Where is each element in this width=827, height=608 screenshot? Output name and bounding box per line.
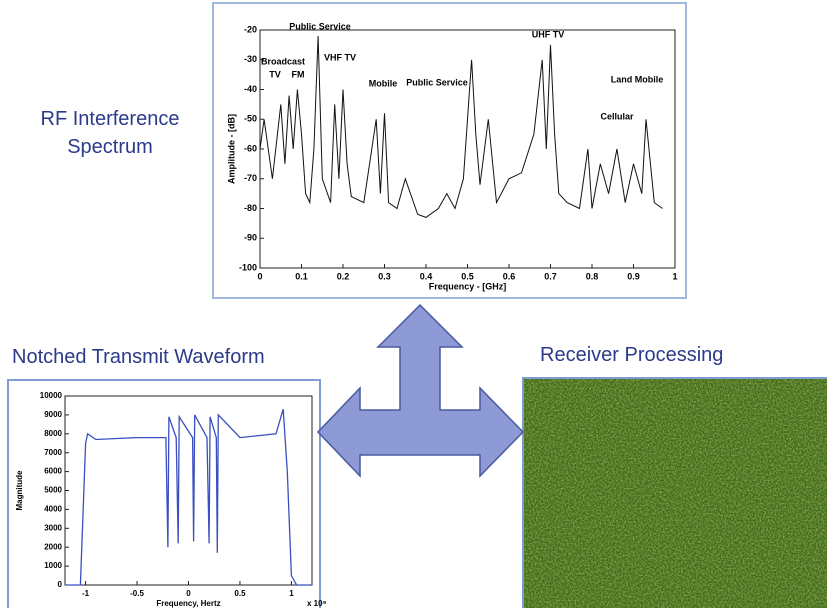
y-tick-label: -100 [239, 262, 257, 272]
annotation: UHF TV [532, 29, 565, 39]
annotation: Cellular [600, 111, 634, 121]
x-axis-label: Frequency - [GHz] [429, 281, 507, 291]
x-tick-label: 0.3 [378, 271, 391, 281]
y-tick-label: 10000 [40, 391, 63, 400]
y-tick-label: -40 [244, 84, 257, 94]
x-axis-label: Frequency, Hertz [156, 599, 220, 608]
annotation: Public Service [289, 21, 351, 31]
x-tick-label: -0.5 [130, 589, 144, 598]
x-tick-label: 0 [257, 271, 262, 281]
y-tick-label: -60 [244, 143, 257, 153]
x-multiplier: x 10⁹ [307, 599, 327, 608]
x-tick-label: 0.4 [420, 271, 433, 281]
x-tick-label: 0.6 [503, 271, 516, 281]
x-tick-label: 0.9 [627, 271, 640, 281]
y-tick-label: 6000 [44, 467, 62, 476]
x-tick-label: 0.2 [337, 271, 350, 281]
y-tick-label: -70 [244, 173, 257, 183]
waveform-frame [7, 379, 321, 608]
arrow [316, 303, 525, 478]
y-tick-label: 1000 [44, 561, 62, 570]
receiver-texture [524, 379, 827, 608]
caption: Receiver Processing [540, 344, 724, 366]
y-tick-label: -20 [244, 24, 257, 34]
x-tick-label: 1 [289, 589, 294, 598]
caption: RF Interference Spectrum [40, 108, 180, 158]
y-tick-label: -30 [244, 54, 257, 64]
data-line [65, 409, 312, 586]
x-tick-label: 0.5 [461, 271, 474, 281]
y-tick-label: 7000 [44, 448, 62, 457]
annotation: VHF TV [324, 52, 356, 62]
x-tick-label: 0.5 [234, 589, 246, 598]
x-tick-label: 1 [672, 271, 677, 281]
x-tick-label: -1 [82, 589, 90, 598]
y-tick-label: -80 [244, 203, 257, 213]
y-axis-label: Magnitude [15, 470, 24, 511]
spectrum-frame [212, 2, 687, 299]
y-tick-label: 8000 [44, 429, 62, 438]
x-tick-label: 0.7 [544, 271, 557, 281]
y-tick-label: 3000 [44, 523, 62, 532]
annotation: TV [269, 69, 281, 79]
y-tick-label: -90 [244, 233, 257, 243]
y-tick-label: 9000 [44, 410, 62, 419]
y-tick-label: 2000 [44, 542, 62, 551]
x-tick-label: 0.8 [586, 271, 599, 281]
y-tick-label: 0 [58, 580, 63, 589]
y-tick-label: 4000 [44, 505, 62, 514]
annotation: Public Service [406, 77, 468, 87]
y-tick-label: -50 [244, 114, 257, 124]
x-tick-label: 0 [186, 589, 191, 598]
annotation: Broadcast [261, 56, 305, 66]
y-tick-label: 5000 [44, 486, 62, 495]
annotation: Mobile [369, 78, 398, 88]
caption: Notched Transmit Waveform [12, 346, 265, 368]
annotation: Land Mobile [611, 74, 664, 84]
data-line [259, 35, 663, 218]
annotation: FM [292, 69, 305, 79]
y-axis-label: Amplitude - [dB] [226, 114, 236, 184]
x-tick-label: 0.1 [295, 271, 308, 281]
